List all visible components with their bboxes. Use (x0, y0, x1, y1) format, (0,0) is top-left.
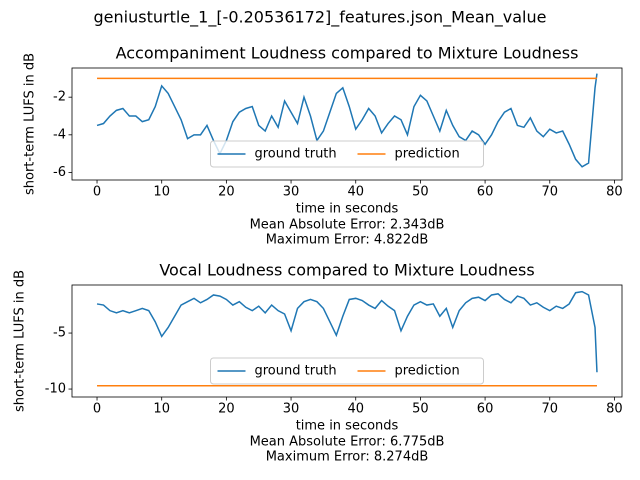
x-tick-label: 70 (541, 402, 558, 417)
data-line (96, 290, 598, 373)
y-tick-label: -5 (53, 326, 66, 341)
annotation: Mean Absolute Error: 2.343dB (250, 218, 445, 233)
axes-frame (71, 67, 623, 181)
axes-frame (71, 284, 623, 398)
legend-label: ground truth (255, 364, 337, 379)
x-tick-label: 60 (477, 185, 494, 200)
y-tick-label: -6 (53, 165, 66, 180)
x-tick-label: 80 (606, 185, 623, 200)
x-tick-label: 50 (412, 402, 429, 417)
annotation: Maximum Error: 4.822dB (266, 233, 429, 248)
legend-label: ground truth (255, 147, 337, 162)
x-axis-label: time in seconds (296, 202, 399, 217)
legend-box (210, 140, 484, 168)
annotation: Mean Absolute Error: 6.775dB (250, 435, 445, 450)
x-tick-label: 70 (541, 185, 558, 200)
data-line (96, 73, 598, 168)
figure-title: geniusturtle_1_[-0.20536172]_features.js… (94, 8, 547, 28)
x-tick-label: 40 (347, 185, 364, 200)
legend-label: prediction (395, 147, 460, 162)
x-tick-label: 50 (412, 185, 429, 200)
x-axis-label: time in seconds (296, 419, 399, 434)
y-tick-label: -10 (45, 382, 66, 397)
x-tick-label: 30 (283, 402, 300, 417)
x-tick-label: 80 (606, 402, 623, 417)
x-tick-label: 60 (477, 402, 494, 417)
legend-box (210, 357, 484, 385)
y-tick-label: -2 (53, 90, 66, 105)
x-tick-label: 20 (218, 402, 235, 417)
x-tick-label: 40 (347, 402, 364, 417)
x-tick-label: 20 (218, 185, 235, 200)
annotation: Maximum Error: 8.274dB (266, 450, 429, 465)
x-tick-label: 0 (93, 185, 101, 200)
legend-label: prediction (395, 364, 460, 379)
y-tick-label: -4 (53, 127, 66, 142)
x-tick-label: 30 (283, 185, 300, 200)
x-tick-label: 0 (93, 402, 101, 417)
axes-title: Vocal Loudness compared to Mixture Loudn… (159, 261, 534, 280)
axes-title: Accompaniment Loudness compared to Mixtu… (116, 44, 579, 63)
y-axis-label: short-term LUFS in dB (13, 270, 28, 412)
y-axis-label: short-term LUFS in dB (23, 53, 38, 195)
x-tick-label: 10 (153, 185, 170, 200)
x-tick-label: 10 (153, 402, 170, 417)
